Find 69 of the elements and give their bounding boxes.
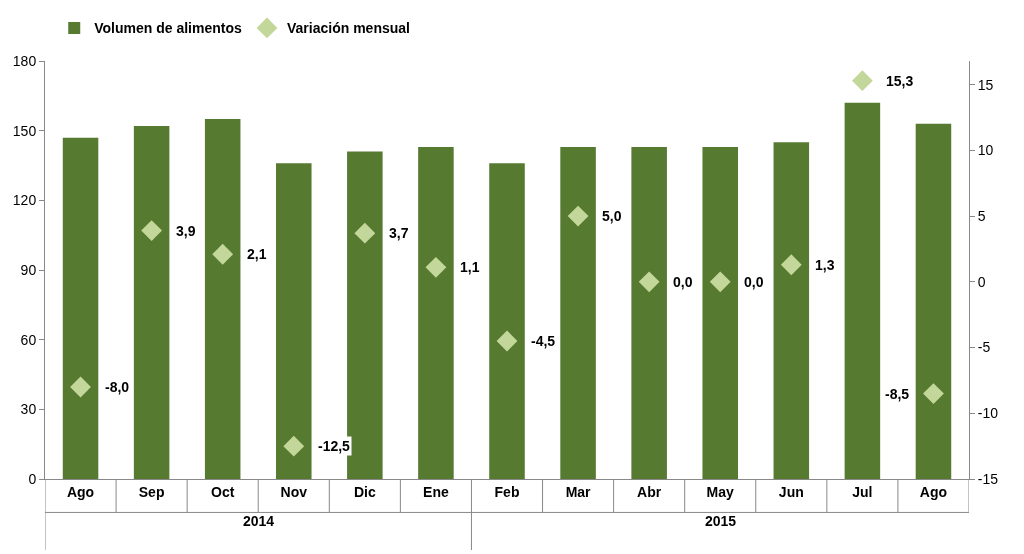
data-label: 3,9 (176, 223, 196, 239)
bar (844, 102, 881, 479)
x-tick-label: Jul (852, 483, 873, 500)
text: 2014 (243, 513, 275, 529)
x-tick-label: Abr (637, 483, 662, 500)
data-label: 5,0 (602, 208, 622, 224)
x-tick-label: Mar (565, 483, 592, 500)
y-tick-label: 150 (12, 122, 37, 139)
point (709, 271, 731, 293)
y-tick-label: 180 (12, 52, 37, 69)
point (425, 256, 447, 278)
bar (204, 119, 241, 479)
y-tick-label: 120 (12, 192, 37, 209)
y2-tick-label: 10 (977, 142, 994, 159)
legend-label: Volumen de alimentos (94, 20, 242, 37)
y2-tick-label: -5 (977, 339, 991, 356)
data-label: 3,7 (389, 225, 409, 241)
point (212, 243, 234, 265)
bar (276, 163, 312, 479)
data-label: 15,3 (886, 73, 914, 89)
y2-tick-label: 15 (977, 76, 994, 93)
bar (133, 126, 170, 479)
bar (773, 142, 810, 479)
bar (702, 146, 738, 479)
point (70, 376, 91, 398)
y2-tick-label: -10 (977, 405, 999, 422)
point (496, 330, 518, 352)
bar (631, 146, 667, 479)
y-tick-label: 30 (20, 401, 37, 418)
data-label: 0,0 (744, 274, 764, 290)
point (923, 383, 944, 404)
point (354, 222, 376, 244)
text: 2015 (705, 513, 737, 529)
point (851, 70, 873, 92)
bar (915, 123, 952, 479)
x-tick-label: May (706, 483, 735, 500)
y-tick-label: 60 (20, 331, 37, 348)
data-label: 1,3 (815, 257, 835, 273)
x-tick-label: Dic (353, 483, 376, 500)
x-tick-label: Ene (423, 483, 449, 500)
data-label: -8,0 (105, 379, 130, 395)
x-tick-label: Ago (66, 483, 95, 500)
x-tick-label: Feb (494, 483, 520, 500)
data-label: 2,1 (247, 246, 267, 262)
bar (418, 146, 454, 479)
y2-tick-label: 5 (977, 208, 986, 225)
data-label: -4,5 (531, 333, 556, 349)
point (567, 205, 589, 227)
x-tick-label: Sep (138, 483, 165, 500)
data-label: 1,1 (460, 259, 480, 275)
bar (489, 163, 525, 479)
point (780, 254, 802, 276)
data-label: -8,5 (885, 386, 910, 402)
x-tick-label: Ago (919, 483, 948, 500)
point (283, 435, 305, 457)
data-label: -12,5 (318, 438, 351, 454)
bar (560, 146, 596, 479)
y2-tick-label: 0 (977, 273, 986, 290)
y-tick-label: 0 (28, 470, 37, 487)
y2-tick-label: -15 (977, 470, 999, 487)
x-tick-label: Nov (280, 483, 308, 500)
y-tick-label: 90 (20, 261, 37, 278)
point (638, 271, 660, 293)
bar (62, 137, 99, 479)
x-tick-label: Oct (211, 483, 235, 500)
data-label: 0,0 (673, 274, 693, 290)
x-tick-label: Jun (778, 483, 804, 500)
legend-label: Variación mensual (287, 20, 410, 37)
point (141, 220, 163, 241)
